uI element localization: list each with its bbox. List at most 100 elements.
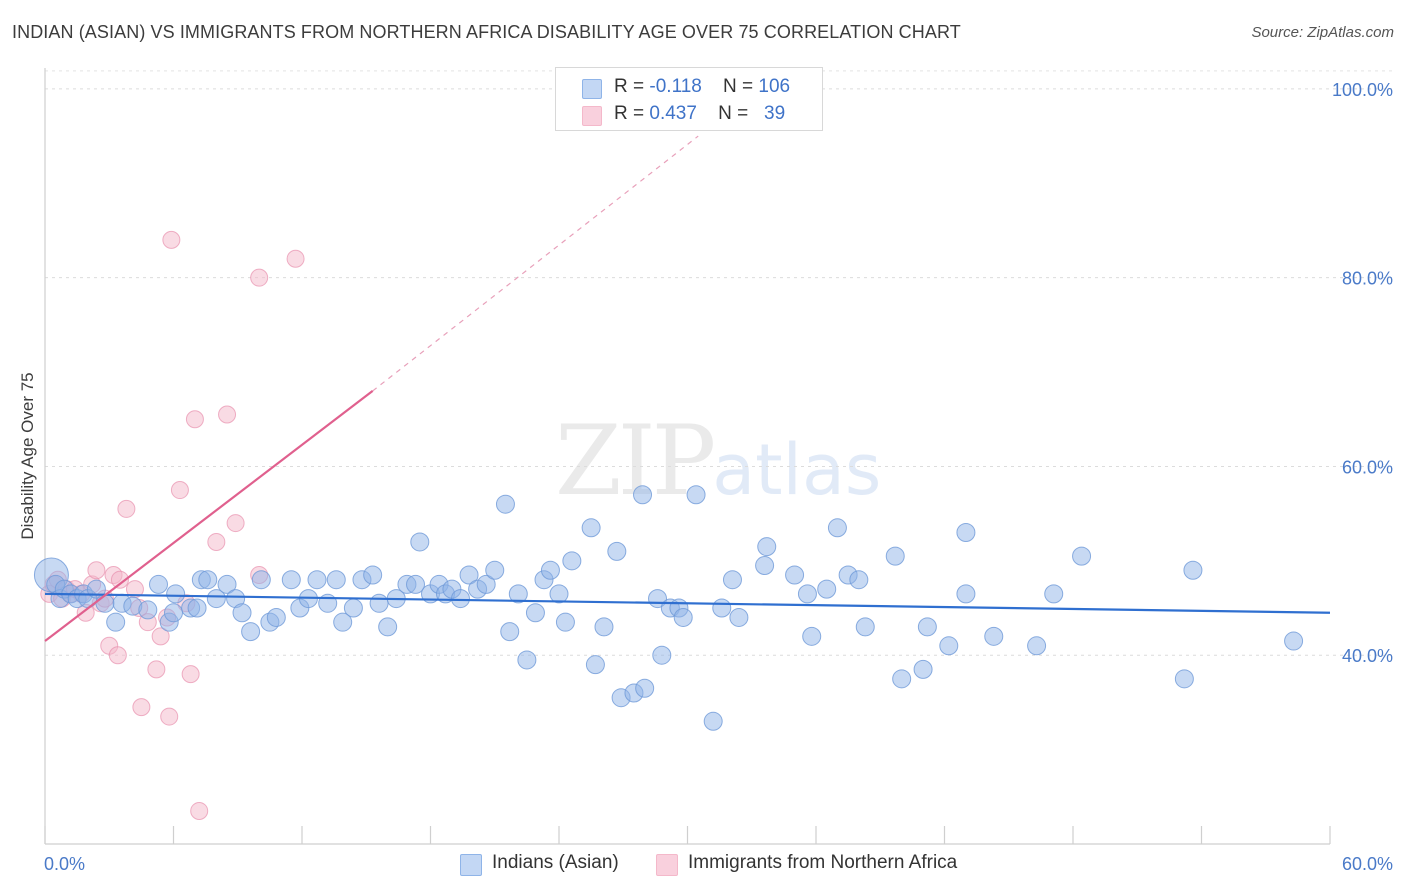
point-indians bbox=[594, 617, 614, 637]
point-indians bbox=[164, 603, 183, 623]
legend-swatch-indians bbox=[582, 79, 602, 99]
point-northern-africa bbox=[181, 665, 200, 684]
point-northern-africa bbox=[162, 230, 181, 249]
point-indians bbox=[585, 655, 605, 675]
point-indians bbox=[500, 622, 520, 642]
stats-text-indians: R = -0.118 N = 106 bbox=[614, 76, 791, 97]
legend-label-northern-africa: Immigrants from Northern Africa bbox=[688, 852, 958, 873]
point-indians bbox=[149, 574, 169, 594]
point-indians bbox=[343, 598, 363, 618]
point-indians bbox=[326, 570, 346, 590]
point-indians bbox=[459, 565, 479, 585]
point-northern-africa bbox=[250, 268, 269, 287]
point-indians bbox=[241, 622, 261, 642]
watermark-atlas: atlas bbox=[712, 429, 882, 511]
point-northern-africa bbox=[190, 801, 209, 820]
point-indians bbox=[755, 556, 775, 576]
point-northern-africa bbox=[151, 627, 170, 646]
trend-lines bbox=[44, 135, 1331, 642]
trend-line-indians bbox=[44, 592, 1331, 614]
point-indians bbox=[635, 678, 655, 698]
n-value-indians: 106 bbox=[758, 76, 791, 97]
point-indians bbox=[939, 636, 959, 656]
point-indians bbox=[95, 593, 115, 613]
trend-line-northern-africa bbox=[44, 390, 374, 642]
point-indians bbox=[802, 626, 822, 646]
point-indians bbox=[652, 645, 672, 665]
point-indians bbox=[607, 541, 627, 561]
point-northern-africa bbox=[286, 249, 305, 268]
point-indians bbox=[232, 603, 252, 623]
point-indians bbox=[1027, 636, 1047, 656]
y-tick-label: 80.0% bbox=[1342, 269, 1393, 289]
point-indians bbox=[703, 711, 723, 731]
point-northern-africa bbox=[218, 405, 237, 424]
point-indians bbox=[817, 579, 837, 599]
point-indians bbox=[138, 600, 158, 620]
series-indians-points bbox=[33, 485, 1304, 731]
stats-legend: R = -0.118 N = 106 R = 0.437 N = 39 bbox=[555, 67, 823, 131]
point-indians bbox=[166, 584, 186, 604]
point-indians bbox=[508, 584, 528, 604]
point-indians bbox=[281, 570, 301, 590]
y-tick-label: 60.0% bbox=[1342, 457, 1393, 477]
point-indians bbox=[251, 570, 271, 590]
point-northern-africa bbox=[108, 646, 127, 665]
point-indians bbox=[1044, 584, 1064, 604]
point-indians bbox=[217, 574, 237, 594]
point-indians bbox=[797, 584, 817, 604]
point-indians bbox=[410, 532, 430, 552]
point-indians bbox=[476, 574, 496, 594]
point-indians bbox=[206, 589, 226, 609]
chart-source: Source: ZipAtlas.com bbox=[1251, 24, 1394, 41]
point-indians bbox=[495, 494, 515, 514]
point-northern-africa bbox=[147, 660, 166, 679]
point-indians bbox=[378, 617, 398, 637]
point-northern-africa bbox=[117, 499, 136, 518]
axes bbox=[44, 68, 1331, 845]
legend-swatch-northern-africa bbox=[582, 106, 602, 126]
point-indians bbox=[757, 537, 777, 557]
legend-swatch-northern-africa-bottom bbox=[656, 854, 678, 876]
trend-line-northern-africa-extension bbox=[372, 135, 699, 392]
point-indians bbox=[1183, 560, 1203, 580]
point-northern-africa bbox=[132, 698, 151, 717]
point-indians bbox=[729, 607, 749, 627]
point-indians bbox=[266, 607, 286, 627]
point-indians bbox=[555, 612, 575, 632]
point-indians bbox=[885, 546, 905, 566]
point-indians bbox=[956, 584, 976, 604]
point-indians bbox=[984, 626, 1004, 646]
point-northern-africa bbox=[207, 532, 226, 551]
point-indians bbox=[562, 551, 582, 571]
point-northern-africa bbox=[87, 561, 106, 580]
y-tick-label: 100.0% bbox=[1332, 80, 1393, 100]
point-northern-africa bbox=[110, 570, 129, 589]
y-tick-label: 40.0% bbox=[1342, 646, 1393, 666]
point-indians bbox=[525, 603, 545, 623]
point-indians bbox=[633, 485, 653, 505]
point-indians bbox=[686, 485, 706, 505]
point-indians bbox=[722, 570, 742, 590]
series-northern-africa-points bbox=[40, 230, 305, 820]
point-indians bbox=[307, 570, 327, 590]
x-tick-label-max: 60.0% bbox=[1342, 854, 1393, 874]
point-indians bbox=[106, 612, 126, 632]
point-indians bbox=[187, 598, 207, 618]
n-value-northern-africa: 39 bbox=[764, 103, 786, 124]
r-value-indians: -0.118 bbox=[649, 76, 702, 97]
point-indians bbox=[827, 518, 847, 538]
point-indians bbox=[540, 560, 560, 580]
legend-swatch-indians-bottom bbox=[460, 854, 482, 876]
point-indians bbox=[198, 570, 218, 590]
point-northern-africa bbox=[185, 410, 204, 429]
point-indians bbox=[517, 650, 537, 670]
point-indians bbox=[956, 523, 976, 543]
point-indians bbox=[673, 607, 693, 627]
point-indians bbox=[1284, 631, 1304, 651]
stats-text-northern-africa: R = 0.437 N = 39 bbox=[614, 103, 786, 124]
point-indians bbox=[369, 593, 389, 613]
point-indians bbox=[712, 598, 732, 618]
point-indians bbox=[363, 565, 383, 585]
